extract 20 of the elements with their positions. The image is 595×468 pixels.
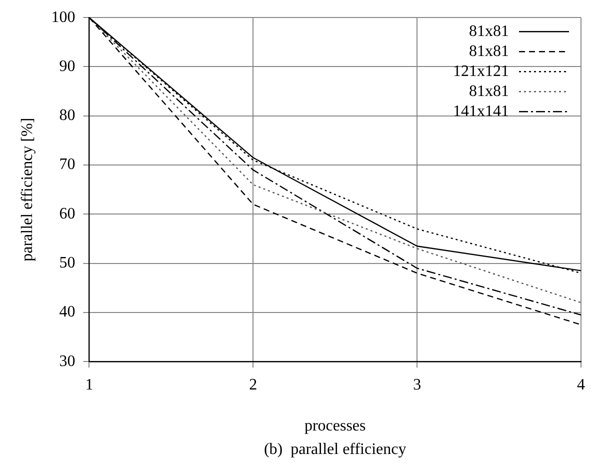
x-tick-label: 4 [577, 376, 585, 394]
x-axis-title: processes [304, 418, 366, 435]
y-tick-label: 70 [59, 156, 76, 174]
text: (b) parallel efficiency [264, 441, 406, 458]
y-tick-label: 30 [59, 352, 76, 370]
legend-label: 81x81 [469, 82, 509, 100]
legend-label: 81x81 [469, 42, 509, 60]
y-tick-label: 60 [59, 205, 76, 222]
legend-label: 121x121 [453, 62, 509, 80]
legend-label: 141x141 [453, 102, 509, 120]
y-tick-label: 80 [59, 107, 76, 124]
x-tick-label: 1 [85, 376, 94, 394]
y-axis-title: parallel efficiency [%] [18, 118, 36, 262]
legend-label: 81x81 [469, 22, 509, 40]
x-tick-label: 3 [413, 376, 422, 394]
y-tick-label: 90 [59, 58, 76, 75]
y-tick-label: 100 [51, 8, 76, 26]
y-tick-label: 50 [59, 254, 76, 272]
x-tick-label: 2 [249, 376, 258, 394]
y-tick-label: 40 [59, 304, 76, 321]
